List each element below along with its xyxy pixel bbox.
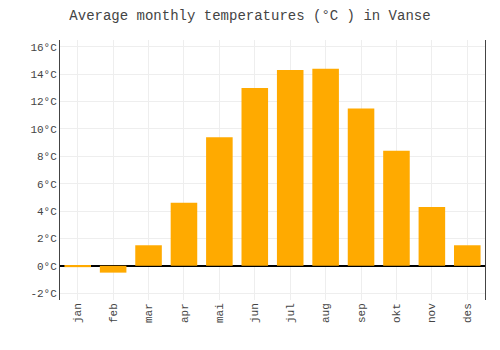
svg-text:jan: jan — [72, 303, 84, 323]
svg-text:jul: jul — [285, 303, 297, 323]
svg-text:Average monthly temperatures (: Average monthly temperatures (°C ) in Va… — [69, 8, 430, 24]
svg-text:0°C: 0°C — [37, 261, 57, 273]
svg-text:4°C: 4°C — [37, 206, 57, 218]
svg-text:14°C: 14°C — [30, 69, 57, 81]
svg-text:des: des — [462, 303, 474, 323]
svg-text:okt: okt — [391, 303, 403, 323]
svg-text:apr: apr — [179, 303, 191, 323]
svg-text:16°C: 16°C — [30, 42, 57, 54]
svg-text:12°C: 12°C — [30, 96, 57, 108]
svg-text:-2°C: -2°C — [30, 288, 57, 300]
svg-text:10°C: 10°C — [30, 124, 57, 136]
svg-text:aug: aug — [320, 303, 332, 323]
svg-text:jun: jun — [249, 303, 261, 323]
svg-text:6°C: 6°C — [37, 179, 57, 191]
svg-text:sep: sep — [356, 303, 368, 323]
svg-text:feb: feb — [108, 303, 120, 323]
svg-text:2°C: 2°C — [37, 233, 57, 245]
svg-text:mar: mar — [143, 303, 155, 323]
svg-text:8°C: 8°C — [37, 151, 57, 163]
svg-text:nov: nov — [426, 303, 438, 323]
svg-text:mai: mai — [214, 303, 226, 323]
